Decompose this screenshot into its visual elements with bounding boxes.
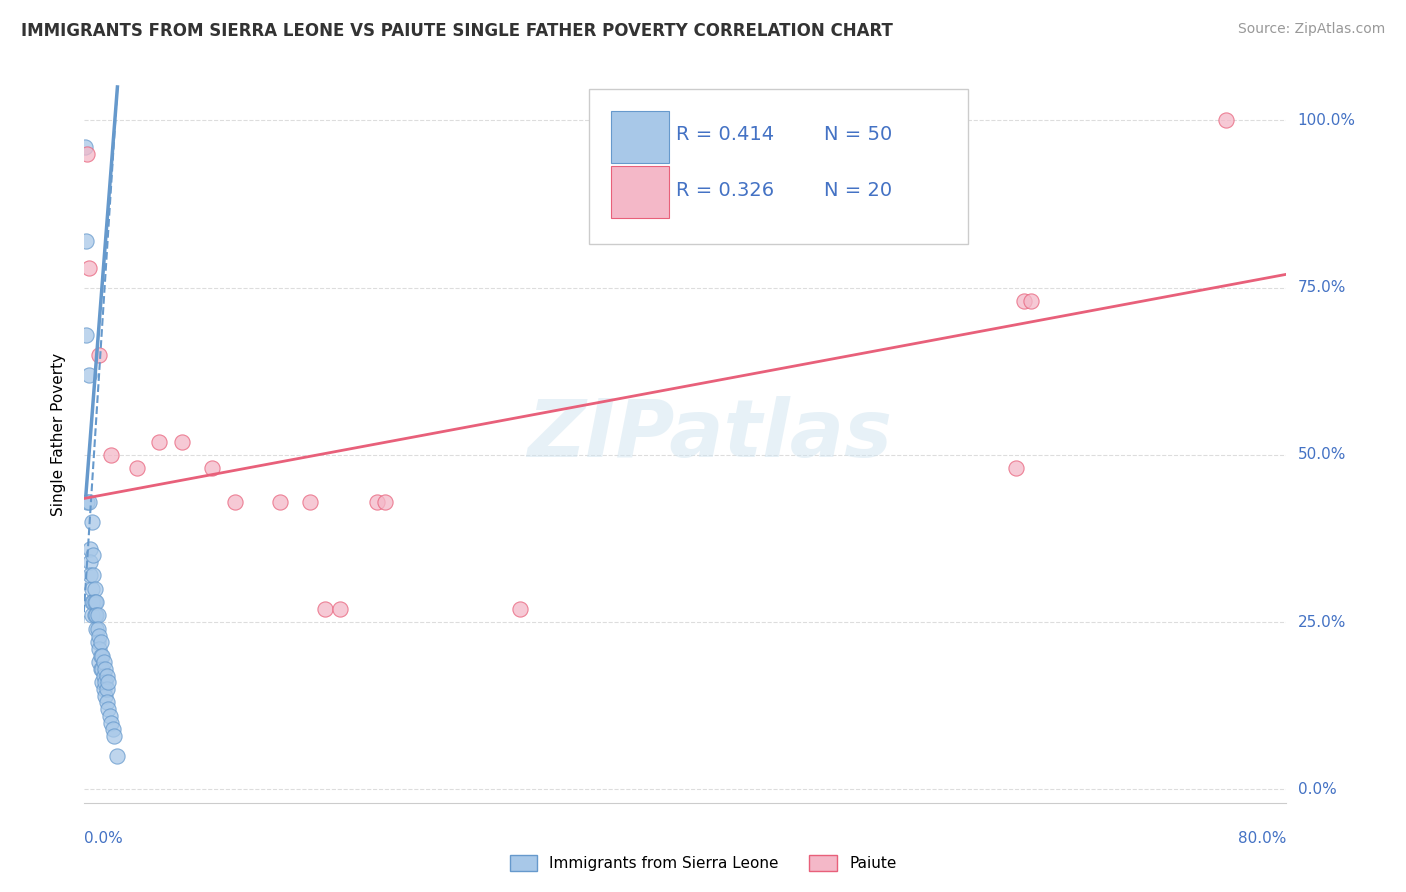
Point	[170, 434, 193, 449]
FancyBboxPatch shape	[610, 112, 669, 162]
Point	[1012, 294, 1035, 309]
FancyBboxPatch shape	[589, 89, 967, 244]
Point	[94, 675, 117, 690]
Point	[77, 494, 100, 508]
Point	[75, 234, 97, 248]
Point	[90, 635, 112, 649]
Point	[89, 628, 111, 642]
Point	[91, 662, 114, 676]
Point	[107, 749, 129, 764]
Point	[90, 662, 112, 676]
Point	[83, 595, 105, 609]
Point	[148, 434, 170, 449]
Point	[77, 260, 100, 275]
Text: N = 20: N = 20	[824, 181, 891, 200]
Point	[82, 568, 104, 582]
Point	[125, 461, 148, 475]
Point	[98, 708, 121, 723]
Point	[80, 595, 103, 609]
Point	[509, 602, 531, 616]
Point	[80, 582, 103, 596]
Point	[87, 608, 110, 623]
Point	[86, 595, 108, 609]
Point	[77, 368, 100, 382]
Text: 25.0%: 25.0%	[1298, 615, 1346, 630]
Point	[96, 696, 118, 710]
Point	[94, 662, 117, 676]
Point	[103, 729, 125, 743]
Point	[96, 681, 118, 696]
Point	[96, 669, 118, 683]
Point	[1215, 113, 1237, 128]
Text: IMMIGRANTS FROM SIERRA LEONE VS PAIUTE SINGLE FATHER POVERTY CORRELATION CHART: IMMIGRANTS FROM SIERRA LEONE VS PAIUTE S…	[21, 22, 893, 40]
Point	[82, 595, 104, 609]
Text: R = 0.326: R = 0.326	[676, 181, 773, 200]
Point	[86, 622, 108, 636]
Point	[201, 461, 224, 475]
Point	[100, 715, 122, 730]
Point	[83, 582, 105, 596]
Point	[94, 689, 117, 703]
Point	[75, 327, 97, 342]
Point	[93, 669, 115, 683]
Point	[366, 494, 388, 508]
Text: 100.0%: 100.0%	[1298, 113, 1355, 128]
Legend: Immigrants from Sierra Leone, Paiute: Immigrants from Sierra Leone, Paiute	[503, 849, 903, 877]
Point	[86, 608, 108, 623]
Point	[100, 448, 122, 462]
Point	[82, 548, 104, 563]
Text: 75.0%: 75.0%	[1298, 280, 1346, 295]
FancyBboxPatch shape	[610, 166, 669, 218]
Point	[329, 602, 352, 616]
Point	[80, 608, 103, 623]
Point	[298, 494, 321, 508]
Point	[76, 147, 98, 161]
Text: 50.0%: 50.0%	[1298, 448, 1346, 462]
Point	[91, 675, 114, 690]
Point	[90, 648, 112, 663]
Point	[87, 635, 110, 649]
Text: R = 0.414: R = 0.414	[676, 125, 773, 145]
Point	[79, 568, 101, 582]
Point	[224, 494, 246, 508]
Text: 0.0%: 0.0%	[84, 831, 124, 846]
Point	[314, 602, 336, 616]
Point	[97, 675, 120, 690]
Point	[97, 702, 120, 716]
Point	[1005, 461, 1028, 475]
Y-axis label: Single Father Poverty: Single Father Poverty	[51, 353, 66, 516]
Point	[80, 515, 103, 529]
Point	[91, 648, 114, 663]
Text: 0.0%: 0.0%	[1298, 782, 1336, 797]
Point	[73, 140, 96, 154]
Text: N = 50: N = 50	[824, 125, 891, 145]
Point	[101, 723, 124, 737]
Text: ZIPatlas: ZIPatlas	[527, 396, 891, 474]
Point	[83, 608, 105, 623]
Point	[76, 494, 98, 508]
Point	[79, 555, 101, 569]
Text: 80.0%: 80.0%	[1239, 831, 1286, 846]
Point	[89, 348, 111, 362]
Point	[89, 642, 111, 657]
Point	[1019, 294, 1042, 309]
Point	[79, 541, 101, 556]
Point	[269, 494, 291, 508]
Point	[93, 655, 115, 669]
Point	[89, 655, 111, 669]
Point	[374, 494, 396, 508]
Point	[87, 622, 110, 636]
Text: Source: ZipAtlas.com: Source: ZipAtlas.com	[1237, 22, 1385, 37]
Point	[93, 681, 115, 696]
